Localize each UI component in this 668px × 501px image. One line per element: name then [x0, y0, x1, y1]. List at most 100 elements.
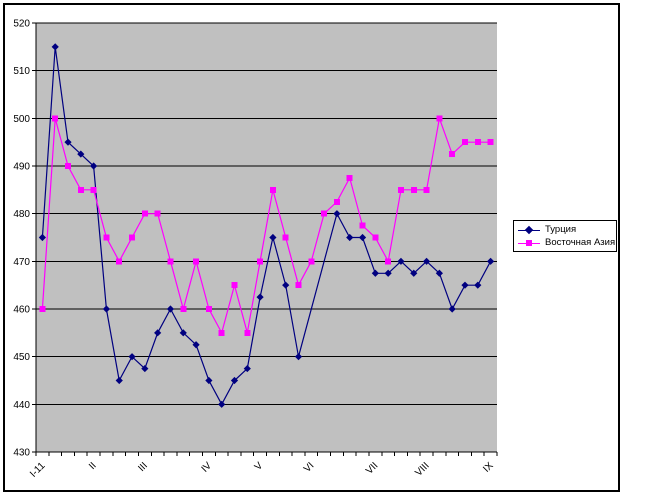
y-tick-label: 510	[13, 66, 30, 77]
turkey-data-point	[294, 353, 303, 361]
turkey-data-point	[192, 341, 200, 349]
east-asia-data-point	[116, 258, 123, 265]
east-asia-data-point	[90, 186, 97, 193]
east-asia-data-point	[333, 198, 340, 205]
east-asia-data-point	[308, 258, 315, 265]
east-asia-data-point	[141, 210, 148, 217]
east-asia-data-point	[231, 282, 238, 289]
legend: Турция Восточная Азия	[513, 220, 617, 252]
y-tick-label: 470	[13, 257, 30, 268]
east-asia-data-point	[410, 186, 417, 193]
x-tick-label: IX	[481, 460, 496, 475]
east-asia-data-point	[52, 115, 59, 122]
turkey-data-point	[269, 233, 277, 242]
x-tick-label: III	[136, 460, 150, 474]
turkey-line	[41, 46, 492, 406]
turkey-data-point	[154, 329, 162, 337]
east-asia-data-point	[359, 222, 366, 229]
east-asia-data-point	[154, 210, 161, 217]
turkey-data-point	[38, 233, 47, 242]
turkey-data-point	[141, 364, 149, 373]
east-asia-data-point	[77, 186, 84, 193]
turkey-data-point	[422, 257, 431, 265]
east-asia-data-point	[397, 186, 404, 193]
y-tick-label: 450	[13, 352, 30, 363]
east-asia-data-point	[244, 329, 251, 336]
turkey-data-point	[358, 233, 367, 242]
turkey-data-point	[448, 305, 456, 313]
east-asia-data-point	[180, 306, 187, 312]
turkey-data-point	[115, 376, 123, 385]
east-asia-data-point	[372, 234, 379, 241]
east-asia-data-point	[295, 282, 302, 289]
x-tick-label: VII	[364, 460, 380, 476]
y-tick-label: 500	[13, 114, 30, 125]
x-tick-label: VI	[302, 460, 316, 474]
east-asia-data-point	[129, 234, 136, 241]
east-asia-data-point	[269, 186, 276, 193]
turkey-data-point	[205, 376, 213, 385]
legend-label-east-asia: Восточная Азия	[545, 237, 616, 248]
legend-label-turkey: Турция	[545, 224, 577, 235]
east-asia-data-point	[257, 258, 264, 265]
east-asia-series-swatch	[517, 238, 541, 248]
turkey-data-point	[64, 138, 72, 146]
east-asia-data-point	[218, 329, 225, 336]
turkey-data-point	[474, 281, 482, 289]
east-asia-data-point	[449, 151, 456, 158]
y-tick-label: 430	[13, 448, 30, 459]
y-tick-label: 460	[13, 305, 30, 316]
turkey-data-point	[77, 150, 85, 158]
east-asia-data-point	[436, 115, 443, 122]
x-tick-label: V	[253, 460, 266, 473]
x-tick-label: I-11	[28, 460, 48, 480]
y-tick-label: 440	[13, 400, 30, 411]
x-tick-label: VIII	[413, 460, 431, 478]
east-asia-data-point	[193, 258, 200, 265]
turkey-data-point	[243, 364, 251, 373]
legend-item-turkey: Турция	[517, 223, 613, 236]
east-asia-data-point	[346, 174, 353, 181]
y-tick-label: 480	[13, 209, 30, 220]
turkey-data-point	[333, 210, 341, 218]
east-asia-data-point	[65, 163, 72, 169]
legend-item-east-asia: Восточная Азия	[517, 236, 616, 249]
turkey-data-point	[384, 269, 392, 277]
turkey-data-point	[166, 305, 175, 313]
east-asia-data-point	[39, 306, 46, 312]
turkey-data-point	[346, 233, 354, 242]
y-tick-label: 490	[13, 162, 30, 173]
turkey-series-swatch	[517, 225, 541, 235]
east-asia-square-marker-icon	[526, 240, 532, 246]
turkey-data-point	[486, 257, 495, 265]
turkey-data-point	[282, 281, 290, 289]
turkey-data-point	[256, 293, 264, 301]
east-asia-data-point	[103, 234, 110, 241]
east-asia-data-point	[385, 258, 392, 265]
x-tick-label: IV	[200, 460, 215, 475]
x-tick-label: II	[87, 460, 99, 472]
east-asia-data-point	[423, 186, 430, 193]
turkey-data-point	[371, 269, 379, 277]
turkey-data-point	[410, 269, 418, 277]
turkey-data-point	[218, 400, 226, 408]
turkey-data-point	[102, 305, 111, 313]
east-asia-data-point	[474, 139, 481, 146]
turkey-data-point	[179, 329, 187, 337]
east-asia-data-point	[167, 258, 174, 265]
east-asia-data-point	[205, 306, 212, 312]
y-tick-label: 520	[13, 19, 30, 30]
turkey-data-point	[397, 257, 405, 265]
turkey-data-point	[128, 353, 136, 361]
east-asia-data-point	[461, 139, 468, 146]
plot-area	[36, 23, 497, 452]
turkey-data-point	[435, 269, 443, 277]
turkey-data-point	[230, 376, 239, 385]
east-asia-data-point	[321, 210, 328, 217]
turkey-data-point	[90, 162, 98, 170]
turkey-diamond-marker-icon	[524, 225, 534, 235]
turkey-data-point	[461, 281, 469, 289]
turkey-data-point	[51, 43, 59, 51]
